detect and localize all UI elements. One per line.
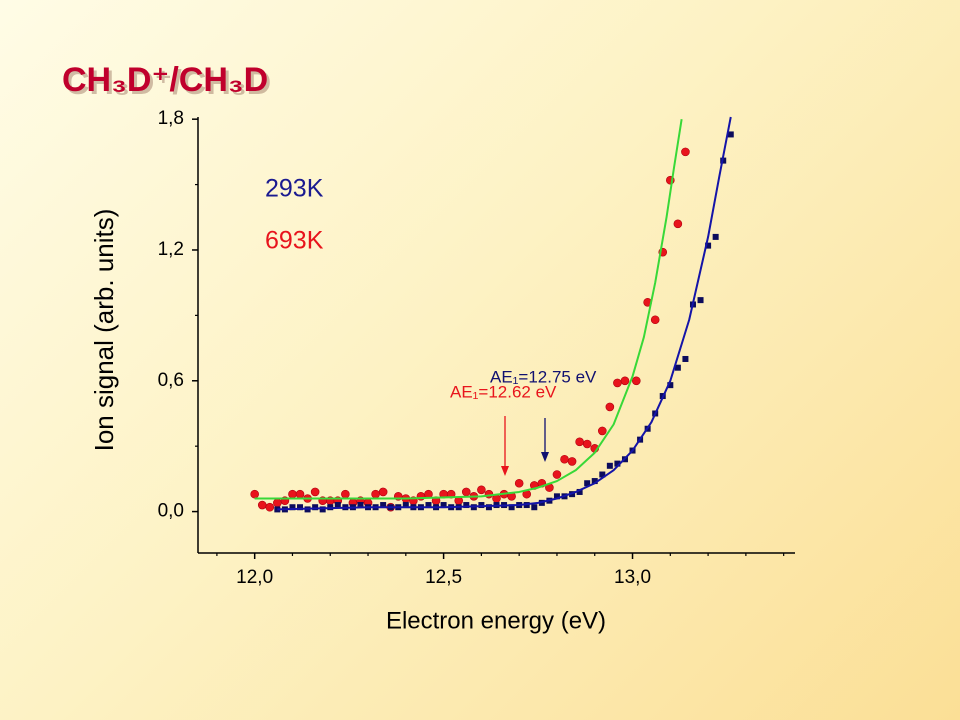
data-point (552, 470, 562, 479)
data-point (357, 502, 364, 509)
data-point (705, 242, 712, 249)
data-point (425, 502, 432, 509)
data-point (478, 502, 485, 509)
annotation-arrowhead (541, 452, 549, 462)
y-tick-label: 0,0 (158, 501, 184, 522)
y-tick-label: 1,8 (158, 108, 184, 129)
data-point (667, 382, 674, 389)
data-point (463, 502, 470, 509)
data-point (584, 480, 591, 487)
data-point (681, 147, 690, 157)
data-point (341, 489, 350, 499)
data-point (599, 471, 606, 478)
x-axis-label: Electron energy (eV) (386, 607, 606, 634)
data-point (312, 504, 319, 511)
data-point (632, 376, 641, 386)
annotation: AE₁=12.62 eV (450, 382, 557, 401)
data-point (265, 502, 275, 512)
data-point (673, 219, 683, 229)
data-point (727, 131, 734, 138)
data-point (614, 460, 621, 467)
data-point (712, 233, 719, 240)
data-point (514, 478, 524, 488)
data-point (531, 504, 538, 511)
data-point (250, 489, 259, 499)
data-point (274, 506, 281, 513)
y-tick-label: 1,2 (158, 239, 184, 260)
x-tick-label: 13,0 (614, 567, 651, 588)
data-point (257, 500, 267, 510)
fit-line (277, 116, 732, 511)
data-point (319, 506, 326, 513)
data-point (697, 297, 704, 304)
data-point (295, 489, 305, 499)
x-tick-label: 12,5 (425, 567, 462, 588)
data-point (477, 485, 486, 495)
annotation: AE₁=12.75 eV (490, 367, 597, 386)
data-point (288, 489, 297, 499)
data-point (402, 502, 409, 509)
data-point (273, 498, 282, 508)
series-label: 293K (265, 175, 324, 203)
y-tick-label: 0,6 (158, 370, 184, 391)
data-point (674, 364, 681, 371)
data-point (378, 487, 388, 497)
chart-title: CH₃D⁺/CH₃D (62, 61, 268, 99)
data-point (606, 462, 613, 469)
annotation-arrowhead (501, 466, 509, 476)
series-label: 693K (265, 227, 324, 255)
data-point (334, 502, 341, 509)
data-point (297, 504, 304, 511)
data-point (380, 502, 387, 509)
data-point (613, 378, 622, 388)
data-point (576, 488, 583, 495)
data-point (310, 487, 320, 497)
data-point (567, 457, 577, 466)
data-point (553, 493, 560, 500)
data-point (682, 355, 689, 362)
fit-line (254, 119, 683, 500)
data-point (485, 504, 492, 511)
chart-title-shadow: CH₃D⁺/CH₃D (65, 64, 271, 102)
data-point (371, 489, 380, 499)
data-point (440, 502, 447, 509)
data-point (597, 426, 607, 436)
data-point (461, 487, 471, 497)
data-point (508, 504, 515, 511)
data-point (289, 504, 296, 511)
data-point (560, 454, 569, 464)
y-axis-label: Ion signal (arb. units) (89, 209, 119, 452)
data-point (650, 315, 660, 325)
data-point (620, 376, 630, 386)
data-point (582, 439, 592, 449)
data-point (591, 478, 598, 485)
data-point (575, 437, 584, 447)
x-tick-label: 12,0 (236, 567, 273, 588)
data-point (605, 402, 615, 412)
